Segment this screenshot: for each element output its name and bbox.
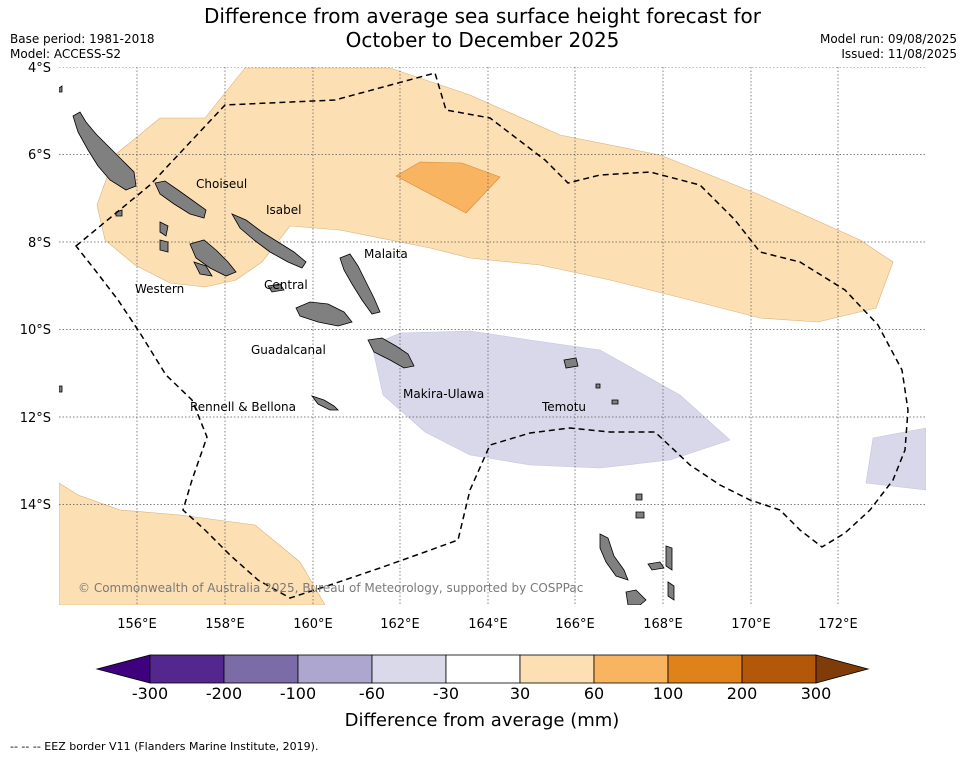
map-figure: © Commonwealth of Australia 2025, Bureau… <box>20 61 926 731</box>
region-label-rennell-bellona: Rennell & Bellona <box>190 400 296 414</box>
lon-label-160e: 160°E <box>293 617 333 632</box>
island-nissan <box>59 85 63 93</box>
region-label-choiseul: Choiseul <box>196 177 247 191</box>
lon-label-162e: 162°E <box>380 617 420 632</box>
island-isabel <box>231 213 307 269</box>
colorbar-tick-7: 60 <box>584 684 604 703</box>
run-info: Model run: 09/08/2025 Issued: 11/08/2025 <box>820 32 957 62</box>
colorbar-title: Difference from average (mm) <box>345 710 620 731</box>
island-guadalcanal <box>295 301 353 327</box>
eez-footnote: -- -- -- EEZ border V11 (Flanders Marine… <box>10 740 319 753</box>
base-period: Base period: 1981-2018 <box>10 32 155 46</box>
colorbar-segment-2 <box>223 654 299 684</box>
colorbar-segment-7 <box>593 654 669 684</box>
lat-label-10s: 10°S <box>20 323 51 338</box>
land-masses <box>59 85 675 605</box>
lon-label-158e: 158°E <box>205 617 245 632</box>
island-makira <box>367 337 415 369</box>
colorbar-tick-6: 30 <box>510 684 530 703</box>
region-label-guadalcanal: Guadalcanal <box>251 343 326 357</box>
island-espiritu-santo <box>599 533 629 581</box>
lat-label-14s: 14°S <box>20 498 51 513</box>
island-maewo <box>665 545 673 571</box>
model-run: Model run: 09/08/2025 <box>819 32 957 46</box>
lat-label-6s: 6°S <box>28 148 51 163</box>
lon-label-166e: 166°E <box>555 617 595 632</box>
eez-border <box>74 72 909 599</box>
island-malakula <box>625 589 647 605</box>
island-bougainville <box>72 111 137 191</box>
anomaly-band-30-60-north <box>96 67 894 323</box>
lon-label-170e: 170°E <box>731 617 771 632</box>
colorbar-segment-5 <box>445 654 521 684</box>
colorbar: -300 -200 -100 -60 -30 30 60 100 200 300… <box>95 654 870 731</box>
island-pentecost <box>667 581 675 601</box>
anomaly-band-neg-30-60 <box>371 330 731 469</box>
island-banks-2 <box>635 511 645 519</box>
colorbar-segment-1 <box>149 654 225 684</box>
region-label-makira-ulawa: Makira-Ulawa <box>403 387 484 401</box>
island-vella <box>159 221 169 237</box>
colorbar-tick-9: 200 <box>727 684 758 703</box>
colorbar-segment-4 <box>371 654 447 684</box>
longitude-labels: 156°E 158°E 160°E 162°E 164°E 166°E 168°… <box>117 617 858 632</box>
title-line-2: October to December 2025 <box>345 28 620 52</box>
lat-label-4s: 4°S <box>28 61 51 76</box>
lon-label-164e: 164°E <box>468 617 508 632</box>
colorbar-segment-3 <box>297 654 373 684</box>
anomaly-band-neg-30-60-east <box>865 427 926 491</box>
island-banks <box>635 493 643 501</box>
colorbar-tick-8: 100 <box>653 684 684 703</box>
lat-label-8s: 8°S <box>28 236 51 251</box>
island-kolombangara <box>159 239 169 253</box>
island-vanikoro <box>611 399 619 405</box>
region-label-central: Central <box>264 278 308 292</box>
colorbar-tick-3: -100 <box>280 684 316 703</box>
anomaly-band-60-100 <box>395 161 501 214</box>
anomaly-band-30-60-southwest <box>59 482 326 605</box>
colorbar-extend-right <box>815 654 870 684</box>
island-rendova <box>193 261 213 277</box>
region-label-isabel: Isabel <box>266 203 301 217</box>
lon-label-168e: 168°E <box>643 617 683 632</box>
copyright-text: © Commonwealth of Australia 2025, Bureau… <box>78 581 583 595</box>
colorbar-ticks: -300 -200 -100 -60 -30 30 60 100 200 300 <box>132 684 831 703</box>
island-utupua <box>595 383 601 389</box>
model-info: Base period: 1981-2018 Model: ACCESS-S2 <box>10 32 155 62</box>
island-ambae <box>647 561 665 571</box>
island-west-tip <box>59 385 63 393</box>
island-rennell <box>310 395 339 411</box>
colorbar-segment-6 <box>519 654 595 684</box>
colorbar-tick-4: -60 <box>359 684 385 703</box>
region-label-malaita: Malaita <box>364 247 408 261</box>
region-labels: Choiseul Isabel Malaita Western Central … <box>135 177 586 414</box>
model-name: Model: ACCESS-S2 <box>10 47 122 61</box>
island-florida <box>267 283 285 293</box>
lon-label-156e: 156°E <box>117 617 157 632</box>
title-line-1: Difference from average sea surface heig… <box>203 4 762 28</box>
colorbar-tick-2: -200 <box>206 684 242 703</box>
region-label-western: Western <box>135 282 184 296</box>
island-malaita <box>339 253 381 315</box>
colorbar-segment-8 <box>667 654 743 684</box>
issued-date: Issued: 11/08/2025 <box>841 47 957 61</box>
colorbar-extend-left <box>95 654 151 684</box>
chart-title: Difference from average sea surface heig… <box>0 4 965 52</box>
map-area: © Commonwealth of Australia 2025, Bureau… <box>59 67 926 605</box>
island-choiseul <box>154 180 207 219</box>
colorbar-tick-10: 300 <box>801 684 832 703</box>
colorbar-tick-1: -300 <box>132 684 168 703</box>
colorbar-tick-5: -30 <box>433 684 459 703</box>
latitude-labels: 4°S 6°S 8°S 10°S 12°S 14°S <box>20 61 51 513</box>
lat-label-12s: 12°S <box>20 411 51 426</box>
lon-label-172e: 172°E <box>818 617 858 632</box>
region-label-temotu: Temotu <box>541 400 586 414</box>
colorbar-segment-9 <box>741 654 817 684</box>
island-new-georgia <box>189 239 237 277</box>
island-santa-cruz <box>563 357 579 369</box>
